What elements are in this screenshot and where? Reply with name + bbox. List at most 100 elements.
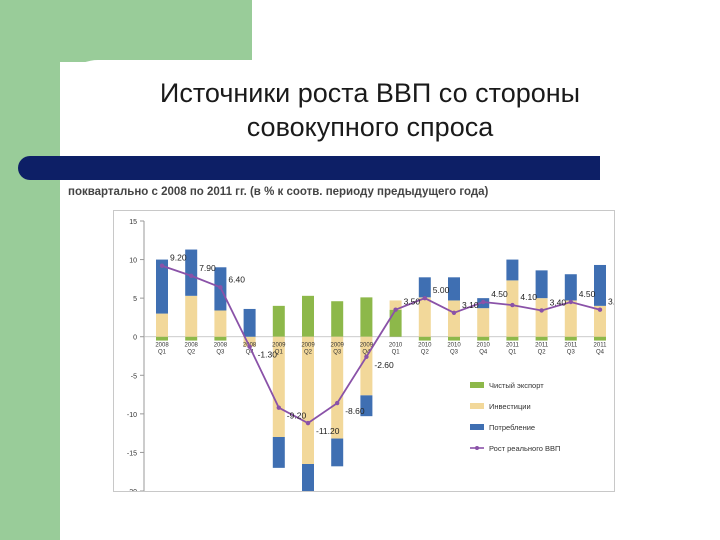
bar-segment: [272, 437, 285, 468]
x-tick-label: 2010: [389, 343, 403, 349]
gdp-point: [393, 307, 398, 312]
bar-segment: [564, 300, 577, 337]
x-tick-label: 2010: [447, 343, 461, 349]
gdp-point: [335, 400, 340, 406]
legend-swatch-point: [475, 446, 479, 450]
gdp-point: [422, 295, 427, 301]
x-tick-label: Q2: [187, 350, 196, 356]
bar-segment: [360, 395, 373, 417]
decorative-top-band: [0, 0, 252, 62]
data-label: 3.50: [608, 297, 614, 307]
x-tick-label: Q3: [567, 350, 576, 356]
x-tick-label: Q4: [596, 350, 605, 356]
bar-segment: [272, 305, 285, 337]
y-tick-label: -20: [127, 489, 137, 491]
bar-segment: [506, 259, 519, 281]
data-label: -8.60: [345, 406, 365, 416]
bar-segment: [448, 300, 460, 337]
bar-segment: [535, 270, 548, 299]
y-tick-label: 15: [129, 219, 137, 226]
bar-segment: [185, 249, 198, 296]
x-tick-label: Q1: [508, 350, 517, 356]
header-rule: [18, 156, 600, 180]
legend-label: Потребление: [489, 423, 535, 432]
bar-segment: [156, 336, 168, 341]
x-tick-label: Q4: [479, 350, 488, 356]
gdp-point: [510, 302, 515, 308]
bar-segment: [564, 274, 577, 301]
x-tick-label: Q4: [246, 350, 255, 356]
bar-segment: [214, 336, 227, 341]
bar-segment: [331, 336, 344, 439]
gdp-point: [364, 354, 369, 359]
x-tick-label: 2008: [155, 343, 169, 349]
x-tick-label: Q3: [333, 350, 342, 356]
decorative-side-band: [0, 0, 60, 540]
chart-subtitle: поквартально с 2008 по 2011 гг. (в % к с…: [68, 186, 489, 198]
bar-segment: [331, 301, 344, 337]
bar-segment: [360, 297, 373, 337]
x-tick-label: 2011: [535, 343, 549, 349]
x-tick-label: 2009: [272, 343, 286, 349]
data-label: 9.20: [170, 253, 187, 263]
x-tick-label: 2011: [506, 343, 520, 349]
data-label: 7.90: [199, 263, 216, 273]
x-tick-label: 2010: [418, 343, 432, 349]
legend-label: Рост реального ВВП: [489, 444, 560, 453]
slide-title-line1: Источники роста ВВП со стороны: [159, 78, 581, 108]
x-tick-label: 2009: [331, 343, 345, 349]
slide-title: Источники роста ВВП со стороны совокупно…: [70, 76, 670, 144]
x-tick-label: Q2: [538, 350, 547, 356]
x-tick-label: Q1: [392, 350, 401, 356]
legend-label: Инвестиции: [489, 402, 531, 411]
bar-segment: [506, 280, 519, 337]
x-tick-label: 2011: [594, 343, 608, 349]
bar-segment: [156, 313, 168, 337]
chart-frame: 151050-5-10-15-202008Q12008Q22008Q32008Q…: [113, 210, 625, 507]
data-label: 6.40: [228, 274, 245, 284]
y-tick-label: 0: [133, 335, 137, 342]
x-tick-label: 2009: [301, 343, 315, 349]
slide-title-line2: совокупного спроса: [246, 112, 494, 142]
data-label: -11.20: [316, 426, 340, 436]
legend-swatch: [470, 382, 484, 388]
bar-segment: [594, 305, 606, 337]
bar-segment: [418, 336, 431, 341]
x-tick-label: 2010: [477, 343, 491, 349]
data-label: -1.30: [258, 350, 278, 360]
bar-segment: [418, 277, 431, 298]
bar-segment: [418, 297, 431, 337]
bar-segment: [564, 336, 577, 341]
gdp-point: [247, 344, 252, 349]
y-tick-label: -10: [127, 412, 137, 419]
gdp-point: [189, 273, 194, 278]
x-tick-label: 2009: [360, 343, 374, 349]
bar-segment: [243, 336, 256, 347]
data-label: 4.50: [579, 289, 596, 299]
bar-segment: [214, 310, 227, 337]
bar-segment: [506, 336, 519, 341]
bar-segment: [389, 300, 402, 310]
data-label: -9.20: [287, 411, 307, 421]
y-tick-label: 10: [129, 258, 137, 265]
bar-segment: [302, 464, 314, 507]
data-label: -2.60: [374, 360, 394, 370]
data-label: 4.10: [520, 292, 537, 302]
bar-segment: [448, 336, 460, 341]
bar-segment: [331, 438, 344, 467]
y-tick-label: -15: [127, 450, 137, 457]
x-tick-label: Q2: [304, 350, 313, 356]
x-tick-label: Q1: [158, 350, 167, 356]
bar-segment: [243, 308, 256, 337]
bar-segment: [302, 295, 314, 337]
gdp-growth-chart: 151050-5-10-15-202008Q12008Q22008Q32008Q…: [127, 219, 625, 507]
x-tick-label: Q2: [421, 350, 430, 356]
gdp-point: [597, 307, 603, 312]
gdp-point: [451, 310, 457, 315]
bar-segment: [272, 336, 285, 437]
bar-segment: [477, 336, 490, 341]
gdp-line: [161, 264, 601, 425]
gdp-point: [305, 420, 311, 426]
data-label: 5.00: [433, 285, 450, 295]
bar-segment: [477, 308, 490, 337]
